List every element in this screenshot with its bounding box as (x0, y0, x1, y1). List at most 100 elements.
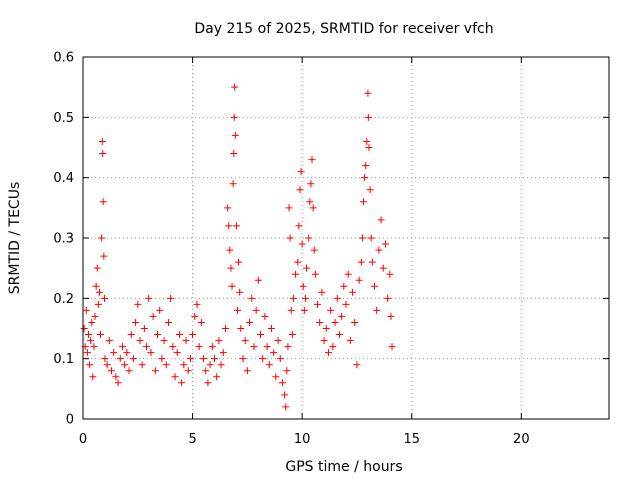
y-tick-label: 0.2 (53, 292, 74, 307)
x-tick-label: 15 (403, 432, 420, 447)
data-point (87, 337, 95, 345)
x-axis-label: GPS time / hours (285, 459, 402, 475)
data-point (306, 198, 314, 206)
data-point (97, 331, 105, 339)
data-point (178, 379, 186, 387)
data-point (143, 343, 151, 351)
data-point (296, 186, 304, 194)
data-point (227, 264, 235, 272)
data-point (175, 331, 183, 339)
data-point (295, 222, 303, 230)
data-point (217, 361, 225, 369)
data-point (300, 306, 308, 314)
data-point (381, 240, 389, 248)
data-point (202, 367, 210, 375)
data-point (246, 318, 254, 326)
data-point (270, 349, 278, 357)
y-tick-label: 0 (66, 413, 74, 428)
data-point (250, 343, 258, 351)
data-point (123, 349, 131, 357)
data-point (127, 331, 135, 339)
data-point (355, 276, 363, 284)
data-point (118, 343, 126, 351)
y-tick-label: 0.4 (53, 171, 74, 186)
data-point (333, 294, 341, 302)
data-point (195, 343, 203, 351)
data-point (92, 282, 100, 290)
data-point (112, 373, 120, 381)
data-point (94, 300, 102, 308)
data-point (276, 355, 284, 363)
data-point (101, 355, 109, 363)
y-tick-label: 0.5 (53, 111, 74, 126)
data-point (292, 270, 300, 278)
data-point (98, 137, 106, 145)
data-point (103, 361, 111, 369)
data-point (340, 282, 348, 290)
data-point (211, 355, 218, 363)
x-tick-label: 0 (79, 432, 87, 447)
x-tick-label: 20 (513, 432, 530, 447)
data-point (281, 391, 289, 399)
data-point (349, 288, 357, 296)
data-point (100, 252, 108, 260)
data-point (287, 306, 295, 314)
data-point (338, 312, 346, 320)
x-tick-label: 5 (188, 432, 196, 447)
data-point (158, 355, 166, 363)
grid-layer (83, 57, 609, 419)
data-point (257, 331, 265, 339)
data-point (241, 337, 249, 345)
data-point (368, 258, 376, 266)
data-point (286, 234, 294, 242)
data-point (105, 337, 113, 345)
data-point (98, 234, 106, 242)
y-tick-label: 0.3 (53, 232, 74, 247)
data-point (297, 168, 305, 176)
data-point (314, 300, 322, 308)
data-point (362, 162, 370, 170)
data-point (164, 318, 172, 326)
data-point (248, 294, 256, 302)
data-point (309, 204, 317, 212)
data-point (206, 361, 214, 369)
data-point (91, 312, 99, 320)
data-point (351, 318, 359, 326)
data-point (225, 222, 233, 230)
data-point (346, 337, 354, 345)
x-tick-label: 10 (294, 432, 311, 447)
data-point (361, 174, 369, 182)
data-point (318, 288, 326, 296)
data-point (95, 288, 103, 296)
data-point (310, 246, 318, 254)
y-axis-label: SRMTID / TECUs (7, 182, 23, 295)
data-point (230, 113, 238, 121)
data-point (311, 270, 319, 278)
data-point (282, 403, 290, 411)
data-point (84, 331, 92, 339)
data-point (145, 294, 153, 302)
data-point (82, 306, 90, 314)
data-point (154, 331, 162, 339)
data-point (228, 282, 236, 290)
data-point (237, 325, 245, 332)
data-point (132, 318, 140, 326)
data-point (182, 337, 190, 345)
data-point (316, 318, 324, 326)
y-tick-label: 0.1 (53, 352, 74, 367)
data-point (136, 337, 144, 345)
data-point (254, 276, 262, 284)
plot-frame (82, 56, 610, 420)
data-point (274, 337, 282, 345)
y-tick-label: 0.6 (53, 51, 74, 66)
data-point (278, 379, 286, 387)
data-point (373, 306, 381, 314)
data-point (90, 343, 98, 351)
data-point (353, 361, 361, 369)
data-point (387, 312, 395, 320)
data-point (272, 373, 280, 381)
data-point (234, 306, 242, 314)
data-point (121, 361, 129, 369)
data-point (301, 294, 309, 302)
